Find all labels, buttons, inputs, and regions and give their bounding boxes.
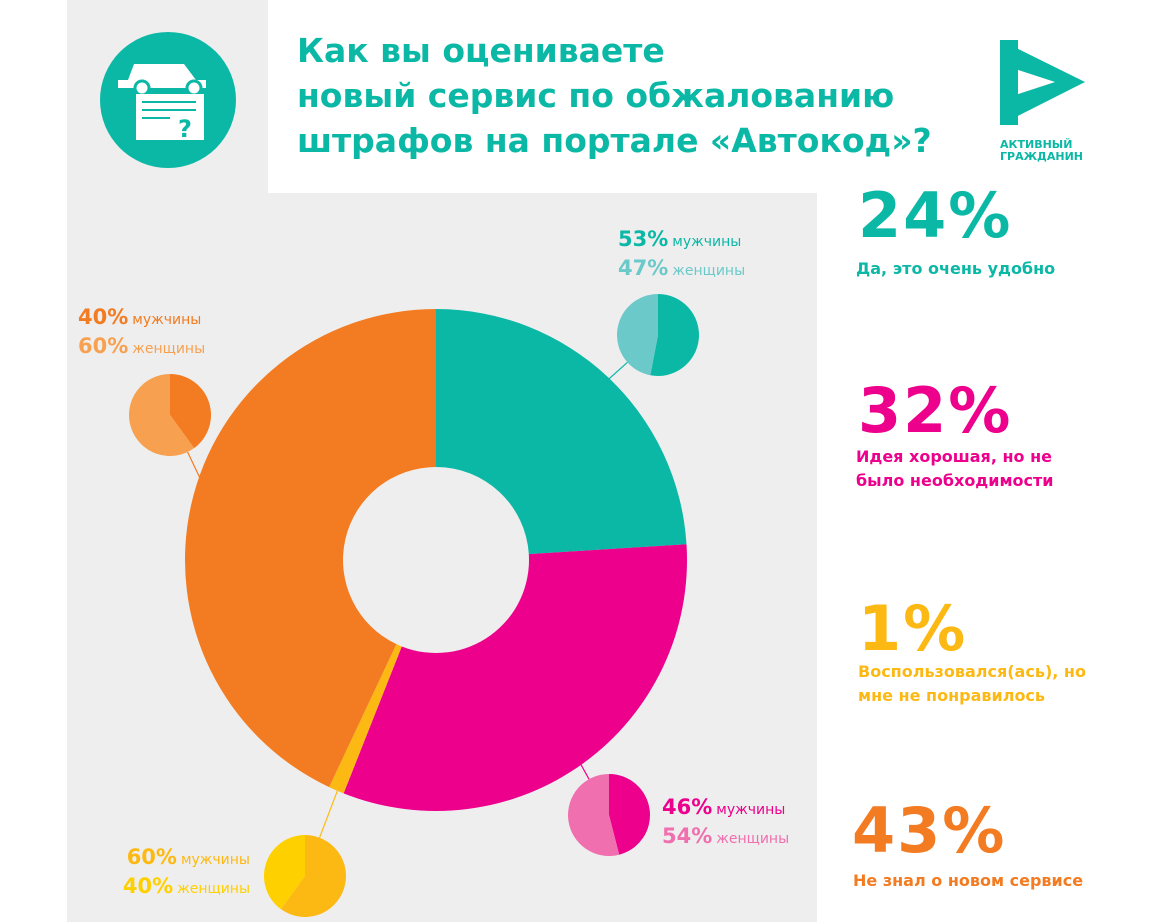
value-label: 32% xyxy=(858,374,1013,447)
connector xyxy=(187,451,216,511)
split-slice xyxy=(568,774,620,856)
split-percent: 53% xyxy=(618,227,668,251)
split-name: мужчины xyxy=(132,312,201,328)
logo: АКТИВНЫЙ ГРАЖДАНИН xyxy=(1000,40,1085,163)
split-percent: 60% xyxy=(78,334,128,358)
donut-segment xyxy=(343,544,687,811)
title-line: штрафов на портале «Автокод»? xyxy=(297,121,932,160)
split-label: 47% женщины xyxy=(618,256,745,280)
split-label: 40% мужчины xyxy=(78,305,201,329)
split-percent: 54% xyxy=(662,824,712,848)
value-label: 1% xyxy=(858,592,968,665)
split-slice xyxy=(264,835,305,910)
value-label: 24% xyxy=(858,179,1013,252)
logo-text: ГРАЖДАНИН xyxy=(1000,150,1083,163)
split-percent: 40% xyxy=(78,305,128,329)
category-label: Да, это очень удобно xyxy=(856,259,1056,278)
value-label: 43% xyxy=(852,794,1007,867)
title-line: новый сервис по обжалованию xyxy=(297,76,894,115)
split-slice xyxy=(280,834,347,917)
split-label: 53% мужчины xyxy=(618,227,741,251)
split-slice xyxy=(616,294,658,376)
svg-text:?: ? xyxy=(178,115,192,143)
split-name: мужчины xyxy=(716,802,785,818)
logo-text: АКТИВНЫЙ xyxy=(1000,138,1072,151)
donut-segment xyxy=(184,309,436,788)
split-slice xyxy=(170,374,211,449)
split-label: 60% мужчины xyxy=(127,845,250,869)
split-name: женщины xyxy=(672,263,745,279)
split-name: мужчины xyxy=(181,852,250,868)
split-label: 54% женщины xyxy=(662,824,789,848)
title-line: Как вы оцениваете xyxy=(297,31,665,70)
split-percent: 46% xyxy=(662,795,712,819)
donut-segment xyxy=(329,644,402,794)
category-label: Воспользовался(ась), но мне не понравило… xyxy=(858,662,1086,705)
split-name: мужчины xyxy=(672,234,741,250)
connector xyxy=(590,361,628,396)
split-percent: 60% xyxy=(127,845,177,869)
connector xyxy=(568,742,590,780)
split-slice xyxy=(609,774,651,855)
connector xyxy=(318,767,347,838)
split-label: 40% женщины xyxy=(123,874,250,898)
icon: ? xyxy=(100,32,236,168)
category-label: Не знал о новом сервисе xyxy=(853,871,1084,890)
donut-segment xyxy=(436,309,687,555)
split-name: женщины xyxy=(177,881,250,897)
split-slice xyxy=(650,294,699,376)
split-slice xyxy=(129,374,195,456)
split-name: женщины xyxy=(716,831,789,847)
split-label: 46% мужчины xyxy=(662,795,785,819)
split-label: 60% женщины xyxy=(78,334,205,358)
split-percent: 40% xyxy=(123,874,173,898)
split-percent: 47% xyxy=(618,256,668,280)
split-name: женщины xyxy=(132,341,205,357)
category-label: Идея хорошая, но не было необходимости xyxy=(856,447,1054,490)
